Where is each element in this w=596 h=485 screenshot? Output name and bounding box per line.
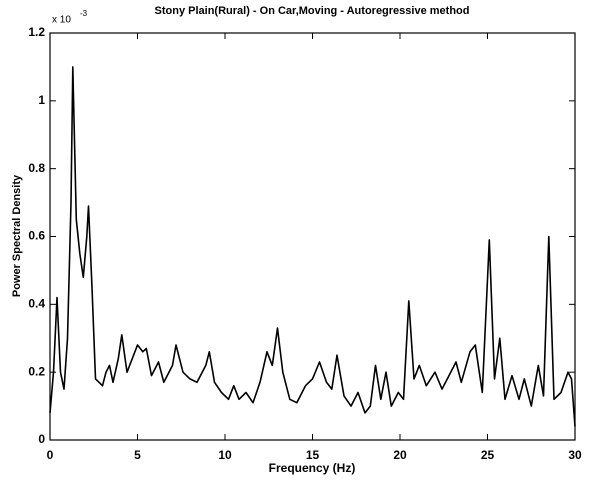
- x-tick-label: 10: [218, 448, 232, 462]
- y-tick-label: 0: [38, 432, 45, 446]
- y-axis-label: Power Spectral Density: [11, 174, 23, 297]
- x-tick-label: 0: [47, 448, 54, 462]
- x-tick-label: 20: [393, 448, 407, 462]
- psd-line: [49, 66, 576, 427]
- x-tick-label: 25: [481, 448, 495, 462]
- y-tick-label: 0.8: [28, 161, 45, 175]
- y-multiplier: x 10: [52, 15, 71, 26]
- y-tick-label: 1: [38, 93, 45, 107]
- y-multiplier-exponent: -3: [80, 9, 88, 18]
- x-tick-label: 30: [568, 448, 582, 462]
- x-axis-label: Frequency (Hz): [269, 461, 356, 475]
- chart-title: Stony Plain(Rural) - On Car,Moving - Aut…: [155, 5, 470, 17]
- x-tick-label: 5: [134, 448, 141, 462]
- y-tick-label: 0.6: [28, 229, 45, 243]
- y-tick-label: 1.2: [28, 25, 45, 39]
- x-tick-label: 15: [306, 448, 320, 462]
- y-tick-label: 0.2: [28, 364, 45, 378]
- y-tick-label: 0.4: [28, 297, 45, 311]
